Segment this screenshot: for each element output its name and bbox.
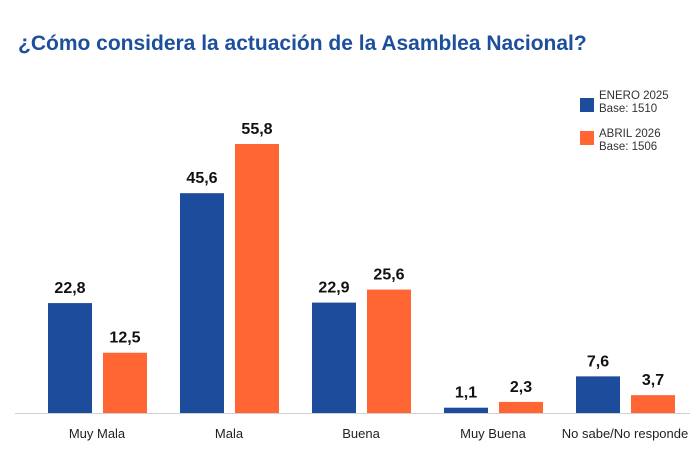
chart-title: ¿Cómo considera la actuación de la Asamb… bbox=[18, 32, 587, 55]
x-tick-label: No sabe/No responde bbox=[562, 426, 688, 441]
legend-label: ENERO 2025 bbox=[599, 90, 669, 102]
data-label: 2,3 bbox=[510, 379, 532, 396]
data-label: 22,8 bbox=[54, 280, 85, 297]
bar bbox=[444, 407, 488, 413]
x-tick-label: Muy Mala bbox=[69, 426, 126, 441]
legend-swatch-abril bbox=[580, 131, 594, 145]
bar bbox=[180, 193, 224, 413]
bar bbox=[576, 376, 620, 413]
legend-entry-abril: ABRIL 2026 Base: 1506 bbox=[599, 128, 661, 154]
legend-base: Base: 1506 bbox=[599, 141, 658, 153]
bar bbox=[312, 302, 356, 413]
legend-entry-enero: ENERO 2025 Base: 1510 bbox=[599, 90, 669, 116]
data-label: 7,6 bbox=[587, 353, 609, 370]
data-label: 45,6 bbox=[186, 170, 217, 187]
bar bbox=[631, 395, 675, 413]
x-tick-label: Muy Buena bbox=[460, 426, 527, 441]
legend-base: Base: 1510 bbox=[599, 103, 658, 115]
data-label: 55,8 bbox=[241, 121, 272, 138]
data-label: 12,5 bbox=[109, 330, 140, 347]
bar bbox=[235, 144, 279, 413]
x-tick-label: Buena bbox=[342, 426, 380, 441]
bar bbox=[499, 401, 543, 413]
legend-label: ABRIL 2026 bbox=[599, 128, 661, 140]
x-tick-label: Mala bbox=[215, 426, 244, 441]
data-label: 3,7 bbox=[642, 372, 664, 389]
bar bbox=[48, 303, 92, 413]
bar bbox=[103, 352, 147, 413]
data-label: 1,1 bbox=[455, 385, 477, 402]
data-label: 25,6 bbox=[373, 267, 404, 284]
bar bbox=[367, 289, 411, 413]
legend-swatch-enero bbox=[580, 98, 594, 112]
data-label: 22,9 bbox=[318, 280, 349, 297]
